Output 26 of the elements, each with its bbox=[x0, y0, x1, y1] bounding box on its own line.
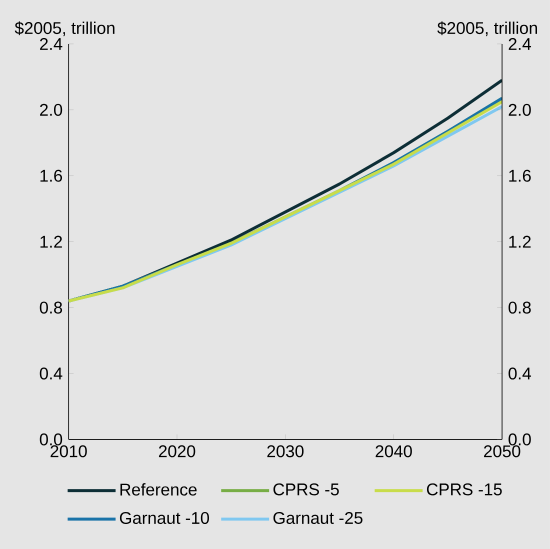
y-tick-label: 0.0 bbox=[40, 433, 62, 446]
y2-tick-label: 0.8 bbox=[508, 301, 531, 314]
y2-tick-label: 1.6 bbox=[509, 170, 531, 182]
legend-label: CPRS -5 bbox=[273, 483, 339, 496]
legend-label: Reference bbox=[120, 483, 197, 496]
y-tick-label: 2.0 bbox=[40, 104, 62, 116]
y2-tick-label: 1.2 bbox=[509, 236, 531, 248]
y-axis-title: $2005, trillion bbox=[14, 21, 114, 36]
y-tick-label: 0.8 bbox=[40, 301, 62, 314]
y-tick-label: 0.4 bbox=[40, 367, 62, 380]
y2-axis-title: $2005, trillion bbox=[437, 21, 537, 36]
y-tick-label: 1.6 bbox=[40, 170, 62, 182]
x-tick-label: 2010 bbox=[50, 445, 87, 458]
y2-tick-label: 0.0 bbox=[508, 433, 531, 446]
x-tick-label: 2030 bbox=[267, 445, 304, 458]
x-tick-label: 2050 bbox=[484, 445, 520, 458]
y-tick-label: 1.2 bbox=[40, 236, 62, 248]
y2-tick-label: 2.0 bbox=[508, 104, 531, 116]
y2-tick-label: 0.4 bbox=[508, 367, 532, 380]
legend-label: Garnaut -25 bbox=[273, 512, 362, 524]
x-tick-label: 2020 bbox=[158, 445, 196, 458]
legend-label: CPRS -15 bbox=[426, 483, 502, 496]
x-tick-label: 2040 bbox=[376, 445, 412, 458]
legend-label: Garnaut -10 bbox=[120, 512, 210, 524]
y2-tick-label: 2.4 bbox=[508, 38, 532, 50]
y-tick-label: 2.4 bbox=[40, 38, 62, 50]
